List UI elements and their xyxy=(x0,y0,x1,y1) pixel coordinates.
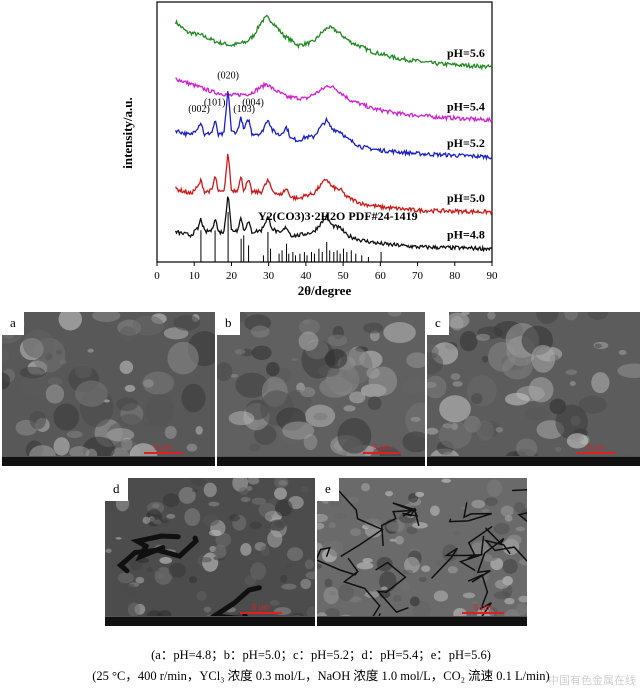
sem-image-c: c 5 µm xyxy=(427,312,640,466)
series-line xyxy=(175,153,493,216)
series-label: pH=5.6 xyxy=(447,46,485,60)
sem-label-c: c xyxy=(427,312,449,335)
x-tick-label: 20 xyxy=(226,270,238,282)
xrd-chart: 0 10 20 30 40 50 60 70 80 90 2θ/degree pH=5.6 pH=5.4… xyxy=(154,1,499,298)
reference-label: Y2(CO3)3·2H2O PDF#24-1419 xyxy=(258,209,418,223)
x-tick-label: 0 xyxy=(154,270,160,282)
x-tick-label: 90 xyxy=(487,270,499,282)
x-tick-label: 40 xyxy=(300,270,312,282)
sem-info-bar-b xyxy=(217,456,425,466)
plot-frame xyxy=(156,1,493,263)
figure-caption-line2: (25 °C，400 r/min，YCl₃ 浓度 0.3 mol/L，NaOH … xyxy=(92,669,550,683)
sem-label-e: e xyxy=(317,478,339,501)
series-line xyxy=(174,196,493,253)
series-line xyxy=(174,91,493,161)
x-tick-label: 60 xyxy=(375,270,387,282)
sem-image-b: b 5 µm xyxy=(217,312,425,466)
scale-bar-a: 5 µm xyxy=(144,443,182,454)
sem-image-e: e 5 µm xyxy=(317,478,527,626)
peak-label: (004) xyxy=(242,97,264,108)
scale-bar-c: 5 µm xyxy=(577,443,615,454)
x-tick-label: 80 xyxy=(449,270,461,282)
peak-label: (002) xyxy=(188,104,210,115)
sem-info-bar-c xyxy=(427,456,640,466)
series-line xyxy=(174,14,493,71)
sem-image-a: a 5 µm xyxy=(2,312,215,466)
series-label: pH=5.2 xyxy=(447,136,485,150)
x-tick-label: 30 xyxy=(263,270,275,282)
scale-bar-d: 5 µm xyxy=(240,603,282,614)
scale-bar-e: 5 µm xyxy=(462,603,504,614)
sem-label-d: d xyxy=(105,478,128,501)
peak-label: (020) xyxy=(217,71,239,82)
x-tick-label: 50 xyxy=(338,270,350,282)
x-axis-label: 2θ/degree xyxy=(298,283,352,298)
scale-bar-b: 5 µm xyxy=(363,443,401,454)
sem-info-bar-e xyxy=(317,616,527,626)
watermark: 中国有色金属在线 xyxy=(548,674,636,687)
series-label: pH=5.4 xyxy=(447,99,485,113)
series-label: pH=5.0 xyxy=(447,191,485,205)
sem-info-bar-a xyxy=(2,456,215,466)
figure-caption-line1: (a：pH=4.8；b：pH=5.0；c：pH=5.2；d：pH=5.4；e：p… xyxy=(151,648,491,662)
x-tick-label: 70 xyxy=(412,270,424,282)
sem-image-d: d 5 µm xyxy=(105,478,315,626)
sem-label-b: b xyxy=(217,312,240,335)
y-axis-label: intensity/a.u. xyxy=(120,97,135,169)
peak-label: (101) xyxy=(204,97,226,108)
sem-info-bar-d xyxy=(105,616,315,626)
x-tick-label: 10 xyxy=(189,270,201,282)
peak-label: (103) xyxy=(233,104,255,115)
sem-label-a: a xyxy=(2,312,24,335)
series-label: pH=4.8 xyxy=(447,228,485,242)
